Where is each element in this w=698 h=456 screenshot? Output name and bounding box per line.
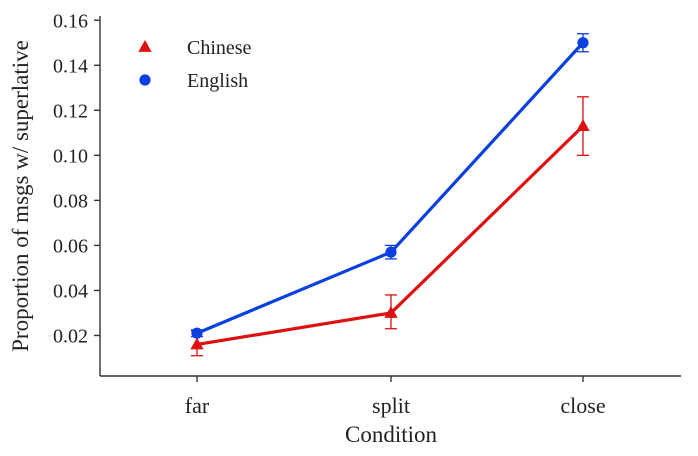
x-axis-label: Condition	[345, 422, 438, 447]
series-line-english	[196, 41, 585, 335]
x-tick-label: far	[185, 393, 210, 418]
data-point-chinese	[190, 337, 204, 350]
y-tick-label: 0.10	[53, 145, 88, 167]
y-tick-label: 0.16	[53, 10, 88, 32]
legend-label-english: English	[187, 70, 248, 92]
series-layer	[190, 33, 590, 357]
series-chinese	[190, 96, 590, 357]
legend-marker-english	[139, 74, 151, 86]
legend-label-chinese: Chinese	[187, 37, 252, 59]
y-tick-label: 0.02	[53, 325, 88, 347]
y-tick-label: 0.12	[53, 100, 88, 122]
x-ticks: far split close	[185, 376, 606, 418]
y-ticks: 0.02 0.04 0.06 0.08 0.10 0.12 0.14 0.16	[53, 10, 100, 347]
legend: Chinese English	[138, 37, 252, 92]
data-point-chinese	[384, 305, 398, 318]
y-tick-label: 0.08	[53, 190, 88, 212]
x-tick-label: close	[560, 393, 605, 418]
data-point-english	[191, 327, 203, 339]
data-point-chinese	[576, 119, 590, 131]
y-tick-label: 0.14	[53, 55, 88, 77]
x-tick-label: split	[372, 393, 410, 418]
legend-marker-chinese	[138, 40, 152, 52]
series-english	[191, 33, 589, 339]
data-point-english	[577, 37, 589, 49]
y-axis-label: Proportion of msgs w/ superlative	[8, 40, 33, 352]
y-tick-label: 0.04	[53, 280, 88, 302]
y-tick-label: 0.06	[53, 235, 88, 257]
data-point-english	[385, 246, 397, 258]
